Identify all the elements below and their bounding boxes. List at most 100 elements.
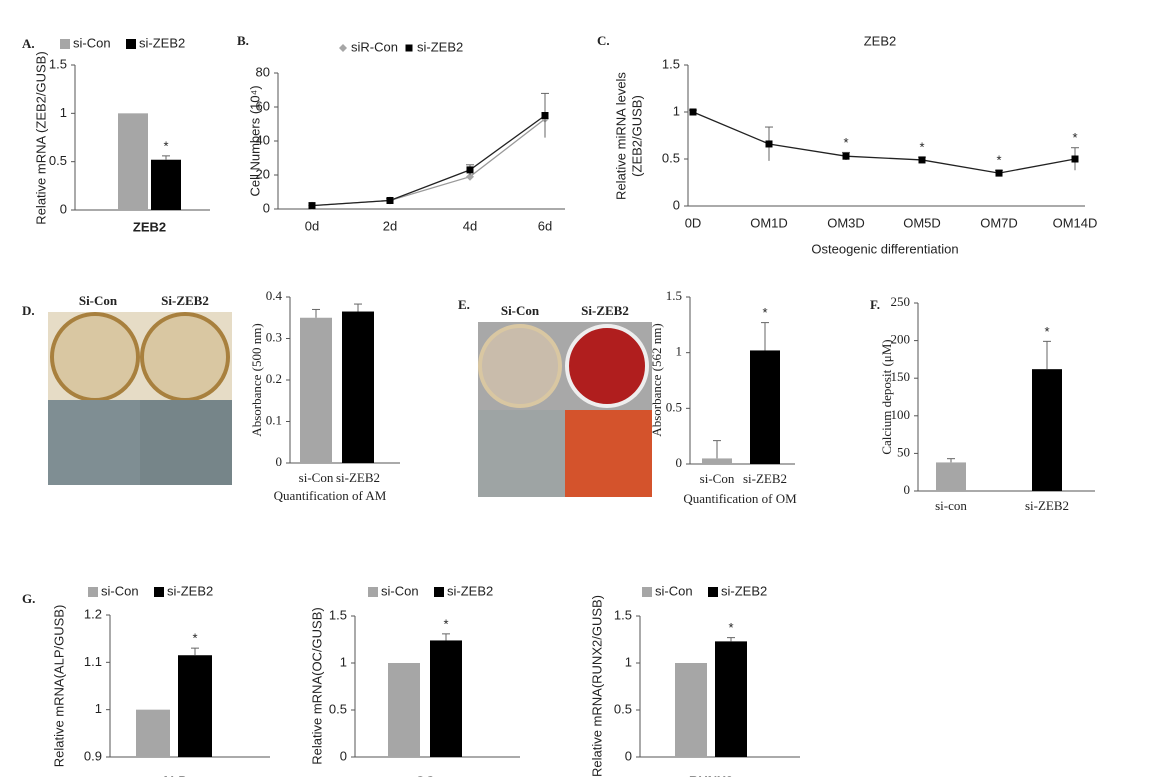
bar bbox=[936, 462, 966, 491]
chart-title: ZEB2 bbox=[864, 33, 897, 48]
bar bbox=[750, 350, 780, 464]
y-tick-label: 150 bbox=[891, 369, 911, 384]
x-tick-label: OM14D bbox=[1053, 215, 1098, 230]
y-axis-label: Relative mRNA (ZEB2/GUSB) bbox=[33, 51, 48, 224]
bar bbox=[715, 641, 747, 757]
photo-well bbox=[478, 324, 562, 408]
significance-mark: * bbox=[1044, 324, 1049, 339]
photo-d bbox=[48, 312, 232, 485]
legend-swatch bbox=[434, 587, 444, 597]
photo-micrograph bbox=[140, 400, 232, 485]
x-tick-label: si-Con bbox=[299, 470, 334, 485]
bar bbox=[675, 663, 707, 757]
panel-label: F. bbox=[870, 297, 880, 312]
marker bbox=[466, 166, 474, 174]
y-tick-label: 1.5 bbox=[614, 607, 632, 622]
significance-mark: * bbox=[762, 305, 767, 320]
bar bbox=[702, 458, 732, 464]
bar bbox=[178, 655, 212, 757]
x-axis-label: Osteogenic differentiation bbox=[811, 241, 958, 256]
image-label: Si-ZEB2 bbox=[581, 303, 629, 318]
x-tick-label: si-ZEB2 bbox=[743, 471, 787, 486]
line bbox=[692, 111, 1076, 174]
significance-mark: * bbox=[163, 138, 168, 153]
legend-swatch bbox=[88, 587, 98, 597]
y-tick-label: 1.2 bbox=[84, 606, 102, 621]
panel-label: D. bbox=[22, 303, 35, 318]
x-axis-label: Quantification of AM bbox=[274, 488, 387, 503]
y-tick-label: 1 bbox=[625, 654, 632, 669]
y-axis-label: (ZEB2/GUSB) bbox=[629, 95, 644, 177]
legend-swatch bbox=[708, 587, 718, 597]
y-axis-label: Relative miRNA levels bbox=[613, 72, 628, 200]
legend-label: si-ZEB2 bbox=[721, 583, 767, 598]
marker bbox=[466, 172, 474, 181]
y-tick-label: 80 bbox=[256, 64, 270, 79]
x-tick-label: si-ZEB2 bbox=[336, 470, 380, 485]
y-tick-label: 0.3 bbox=[266, 329, 282, 344]
panel-label: B. bbox=[237, 33, 249, 48]
x-axis-label: Quantification of OM bbox=[683, 491, 797, 506]
x-tick-label: OC bbox=[415, 773, 435, 777]
y-tick-label: 1.5 bbox=[666, 288, 682, 303]
y-tick-label: 0 bbox=[625, 748, 632, 763]
bar bbox=[342, 311, 374, 463]
line bbox=[311, 114, 546, 207]
panel-label: A. bbox=[22, 36, 35, 51]
y-tick-label: 0.4 bbox=[266, 288, 283, 303]
image-label: Si-Con bbox=[501, 303, 540, 318]
y-tick-label: 1 bbox=[60, 105, 67, 120]
legend-label: siR-Con bbox=[351, 39, 398, 54]
y-tick-label: 200 bbox=[891, 332, 911, 347]
significance-mark: * bbox=[728, 620, 733, 635]
y-tick-label: 60 bbox=[256, 98, 270, 113]
photo-well bbox=[50, 312, 140, 402]
significance-mark: * bbox=[843, 135, 848, 150]
y-tick-label: 0.2 bbox=[266, 371, 282, 386]
y-tick-label: 1.5 bbox=[49, 56, 67, 71]
marker bbox=[308, 202, 316, 210]
y-tick-label: 1.5 bbox=[329, 607, 347, 622]
x-tick-label: OM1D bbox=[750, 215, 788, 230]
marker bbox=[995, 169, 1003, 177]
bar bbox=[430, 640, 462, 757]
y-tick-label: 0.1 bbox=[266, 412, 282, 427]
image-label: Si-ZEB2 bbox=[161, 293, 209, 308]
y-tick-label: 1 bbox=[340, 654, 347, 669]
legend-label: si-Con bbox=[73, 35, 111, 50]
x-tick-label: ALP bbox=[161, 773, 187, 777]
y-axis-label: Calcium deposit (μM) bbox=[879, 339, 894, 454]
marker bbox=[842, 152, 850, 160]
marker bbox=[918, 156, 926, 164]
y-tick-label: 1.5 bbox=[662, 56, 680, 71]
marker bbox=[689, 108, 697, 116]
legend-swatch bbox=[642, 587, 652, 597]
marker bbox=[1071, 155, 1079, 163]
legend-swatch bbox=[126, 39, 136, 49]
y-tick-label: 40 bbox=[256, 132, 270, 147]
y-tick-label: 50 bbox=[897, 444, 910, 459]
x-tick-label: OM5D bbox=[903, 215, 941, 230]
x-tick-label: RUNX2 bbox=[689, 773, 733, 777]
y-tick-label: 250 bbox=[891, 294, 911, 309]
x-tick-label: 2d bbox=[383, 218, 397, 233]
bar bbox=[1032, 369, 1062, 491]
y-tick-label: 0.5 bbox=[614, 701, 632, 716]
x-tick-label: 0D bbox=[685, 215, 702, 230]
y-tick-label: 0 bbox=[904, 482, 911, 497]
marker bbox=[405, 44, 413, 52]
photo-micrograph bbox=[478, 410, 565, 497]
x-tick-label: si-Con bbox=[700, 471, 735, 486]
y-tick-label: 100 bbox=[891, 407, 911, 422]
y-tick-label: 1.1 bbox=[84, 654, 102, 669]
marker bbox=[765, 140, 773, 148]
bar bbox=[388, 663, 420, 757]
photo-micrograph bbox=[565, 410, 652, 497]
marker bbox=[541, 112, 549, 119]
legend-swatch bbox=[368, 587, 378, 597]
bar bbox=[118, 113, 148, 210]
y-tick-label: 0.5 bbox=[666, 399, 682, 414]
y-tick-label: 0 bbox=[676, 455, 683, 470]
y-tick-label: 1 bbox=[676, 344, 683, 359]
